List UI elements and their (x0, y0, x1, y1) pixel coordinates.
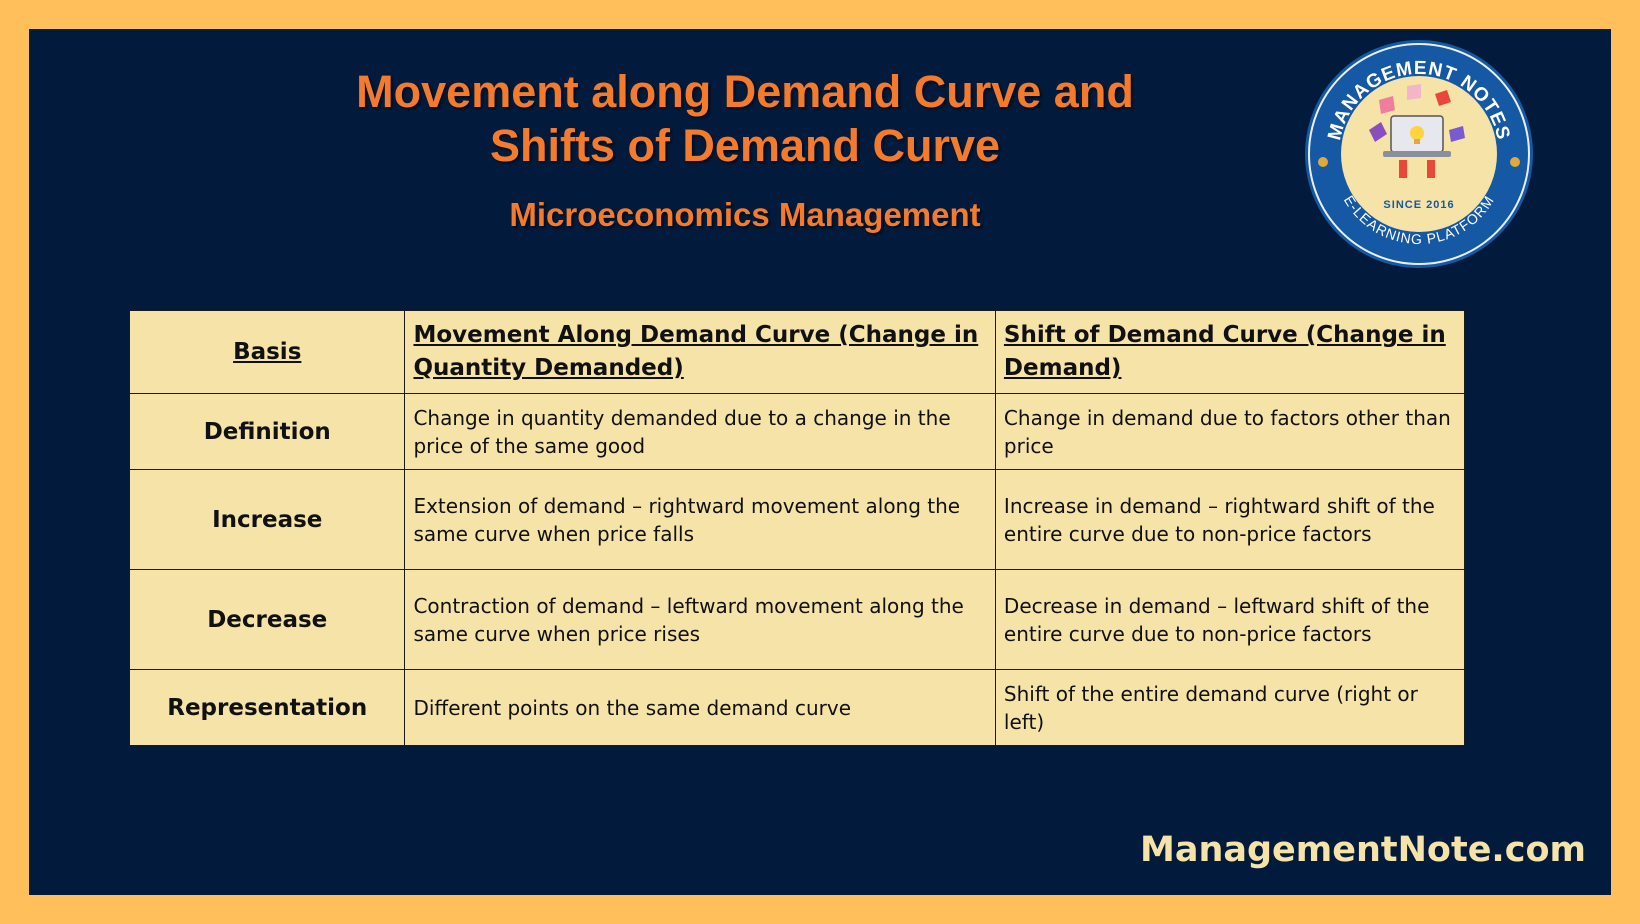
row-label-definition: Definition (128, 393, 406, 470)
comparison-table: Basis Movement Along Demand Curve (Chang… (128, 310, 1466, 746)
management-notes-logo: MANAGEMENT NOTES E-LEARNING PLATFORM SIN… (1305, 40, 1533, 268)
header-movement: Movement Along Demand Curve (Change in Q… (404, 310, 996, 394)
table-row: Decrease Contraction of demand – leftwar… (128, 569, 1466, 670)
cell-shift: Change in demand due to factors other th… (994, 393, 1466, 470)
cell-shift: Increase in demand – rightward shift of … (994, 469, 1466, 570)
site-url: ManagementNote.com (1140, 830, 1586, 870)
title-line-1: Movement along Demand Curve and (356, 66, 1134, 117)
row-label-increase: Increase (128, 469, 406, 570)
row-label-decrease: Decrease (128, 569, 406, 670)
cell-shift: Shift of the entire demand curve (right … (994, 669, 1466, 746)
cell-movement: Different points on the same demand curv… (404, 669, 996, 746)
page-title: Movement along Demand Curve and Shifts o… (255, 65, 1235, 173)
title-line-2: Shifts of Demand Curve (489, 120, 1001, 171)
table-row: Definition Change in quantity demanded d… (128, 393, 1466, 470)
header-shift: Shift of Demand Curve (Change in Demand) (994, 310, 1466, 394)
cell-shift: Decrease in demand – leftward shift of t… (994, 569, 1466, 670)
book-icons (1369, 84, 1465, 178)
table-header-row: Basis Movement Along Demand Curve (Chang… (128, 310, 1466, 394)
cell-movement: Contraction of demand – leftward movemen… (404, 569, 996, 670)
logo-dot-right (1510, 157, 1520, 167)
table-row: Increase Extension of demand – rightward… (128, 469, 1466, 570)
logo-dot-left (1318, 157, 1328, 167)
laptop-icon (1383, 115, 1451, 157)
row-label-representation: Representation (128, 669, 406, 746)
page-subtitle: Microeconomics Management (509, 196, 981, 233)
table-row: Representation Different points on the s… (128, 669, 1466, 746)
cell-movement: Extension of demand – rightward movement… (404, 469, 996, 570)
header-basis: Basis (128, 310, 406, 394)
cell-movement: Change in quantity demanded due to a cha… (404, 393, 996, 470)
logo-since-text: SINCE 2016 (1383, 199, 1454, 211)
